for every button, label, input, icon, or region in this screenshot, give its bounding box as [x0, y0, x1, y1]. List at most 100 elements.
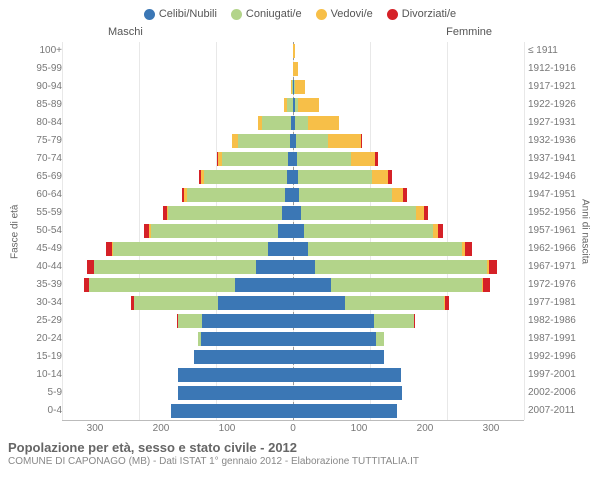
segment-coniugati	[345, 296, 444, 310]
age-label: 80-84	[22, 114, 62, 132]
segment-coniugati	[299, 188, 391, 202]
caption-subtitle: COMUNE DI CAPONAGO (MB) - Dati ISTAT 1° …	[8, 456, 592, 467]
male-bar	[62, 186, 293, 204]
age-label: 75-79	[22, 132, 62, 150]
segment-vedovi	[392, 188, 404, 202]
chart-wrap: Fasce di età 100+95-9990-9485-8980-8475-…	[8, 42, 592, 421]
bar-row	[62, 384, 524, 402]
x-tick: 100	[194, 423, 260, 434]
segment-celibi	[293, 404, 397, 418]
segment-coniugati	[134, 296, 217, 310]
age-label: 35-39	[22, 276, 62, 294]
segment-divorziati	[361, 134, 363, 148]
x-tick: 0	[260, 423, 326, 434]
female-bar	[293, 276, 524, 294]
birth-label: 1947-1951	[528, 186, 578, 204]
segment-coniugati	[304, 224, 433, 238]
bar-row	[62, 150, 524, 168]
segment-divorziati	[489, 260, 497, 274]
segment-coniugati	[89, 278, 235, 292]
segment-celibi	[202, 314, 293, 328]
birth-label: 1977-1981	[528, 294, 578, 312]
x-tick: 100	[326, 423, 392, 434]
segment-celibi	[293, 224, 304, 238]
segment-celibi	[218, 296, 293, 310]
segment-divorziati	[483, 278, 490, 292]
bar-row	[62, 168, 524, 186]
segment-coniugati	[374, 314, 414, 328]
female-bar	[293, 204, 524, 222]
age-label: 95-99	[22, 60, 62, 78]
segment-coniugati	[238, 134, 290, 148]
age-label: 25-29	[22, 312, 62, 330]
age-label: 70-74	[22, 150, 62, 168]
male-bar	[62, 312, 293, 330]
segment-coniugati	[151, 224, 278, 238]
bars	[62, 42, 524, 420]
male-bar	[62, 348, 293, 366]
birth-label: 2002-2006	[528, 384, 578, 402]
x-axis: 3002001000100200300	[8, 423, 592, 434]
segment-celibi	[285, 188, 293, 202]
female-bar	[293, 366, 524, 384]
segment-divorziati	[445, 296, 449, 310]
male-bar	[62, 384, 293, 402]
male-bar	[62, 42, 293, 60]
segment-coniugati	[222, 152, 288, 166]
segment-coniugati	[187, 188, 286, 202]
bar-row	[62, 258, 524, 276]
birth-label: 1982-1986	[528, 312, 578, 330]
bar-row	[62, 276, 524, 294]
legend-item: Divorziati/e	[387, 8, 456, 20]
male-bar	[62, 294, 293, 312]
female-bar	[293, 402, 524, 420]
bar-row	[62, 96, 524, 114]
segment-divorziati	[438, 224, 443, 238]
age-label: 45-49	[22, 240, 62, 258]
male-bar	[62, 366, 293, 384]
male-label: Maschi	[108, 26, 143, 38]
caption-title: Popolazione per età, sesso e stato civil…	[8, 440, 592, 455]
female-bar	[293, 186, 524, 204]
segment-coniugati	[308, 242, 462, 256]
segment-celibi	[171, 404, 293, 418]
male-bar	[62, 78, 293, 96]
segment-vedovi	[351, 152, 376, 166]
segment-celibi	[293, 260, 315, 274]
birth-label: 1952-1956	[528, 204, 578, 222]
age-label: 50-54	[22, 222, 62, 240]
age-label: 90-94	[22, 78, 62, 96]
female-bar	[293, 240, 524, 258]
birth-label: 1942-1946	[528, 168, 578, 186]
male-bar	[62, 240, 293, 258]
legend: Celibi/NubiliConiugati/eVedovi/eDivorzia…	[8, 8, 592, 20]
segment-coniugati	[315, 260, 487, 274]
segment-celibi	[256, 260, 293, 274]
segment-vedovi	[293, 62, 298, 76]
segment-vedovi	[416, 206, 424, 220]
male-bar	[62, 222, 293, 240]
segment-celibi	[194, 350, 293, 364]
segment-celibi	[268, 242, 293, 256]
y-axis-right-title: Anni di nascita	[578, 42, 592, 421]
segment-celibi	[293, 368, 401, 382]
plot-area	[62, 42, 524, 421]
age-label: 5-9	[22, 384, 62, 402]
segment-coniugati	[113, 242, 269, 256]
age-label: 55-59	[22, 204, 62, 222]
segment-celibi	[278, 224, 293, 238]
birth-label: 1967-1971	[528, 258, 578, 276]
female-bar	[293, 294, 524, 312]
male-bar	[62, 276, 293, 294]
bar-row	[62, 366, 524, 384]
female-bar	[293, 384, 524, 402]
x-tick: 200	[392, 423, 458, 434]
legend-label: Divorziati/e	[402, 8, 456, 20]
segment-divorziati	[414, 314, 416, 328]
female-bar	[293, 132, 524, 150]
male-bar	[62, 204, 293, 222]
y-axis-left-title: Fasce di età	[8, 42, 22, 421]
legend-item: Coniugati/e	[231, 8, 302, 20]
segment-coniugati	[204, 170, 287, 184]
birth-label: 1932-1936	[528, 132, 578, 150]
